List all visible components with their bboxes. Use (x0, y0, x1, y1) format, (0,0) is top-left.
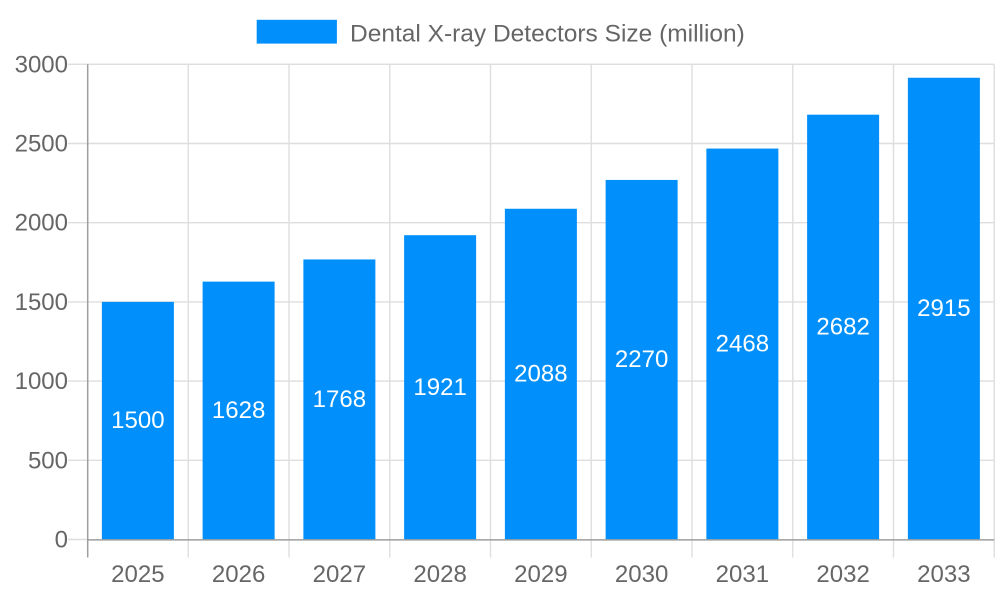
svg-text:2682: 2682 (816, 314, 869, 341)
svg-text:1000: 1000 (15, 368, 68, 395)
svg-text:2915: 2915 (917, 295, 970, 322)
svg-text:2000: 2000 (15, 210, 68, 237)
svg-text:2030: 2030 (615, 561, 668, 588)
svg-text:2027: 2027 (313, 561, 366, 588)
svg-text:2270: 2270 (615, 346, 668, 373)
svg-text:2032: 2032 (816, 561, 869, 588)
svg-text:Dental X-ray Detectors Size (m: Dental X-ray Detectors Size (million) (350, 21, 745, 48)
svg-text:3000: 3000 (15, 51, 68, 78)
svg-text:2026: 2026 (212, 561, 265, 588)
svg-text:2025: 2025 (111, 561, 164, 588)
svg-text:1628: 1628 (212, 397, 265, 424)
svg-text:1500: 1500 (15, 289, 68, 316)
svg-text:2028: 2028 (413, 561, 466, 588)
svg-text:1500: 1500 (111, 407, 164, 434)
svg-text:2031: 2031 (716, 561, 769, 588)
svg-text:1768: 1768 (313, 386, 366, 413)
svg-text:2500: 2500 (15, 131, 68, 158)
svg-text:2029: 2029 (514, 561, 567, 588)
svg-text:500: 500 (28, 447, 68, 474)
svg-text:0: 0 (55, 527, 68, 554)
svg-text:2468: 2468 (716, 331, 769, 358)
svg-text:2033: 2033 (917, 561, 970, 588)
svg-text:1921: 1921 (413, 374, 466, 401)
svg-text:2088: 2088 (514, 361, 567, 388)
